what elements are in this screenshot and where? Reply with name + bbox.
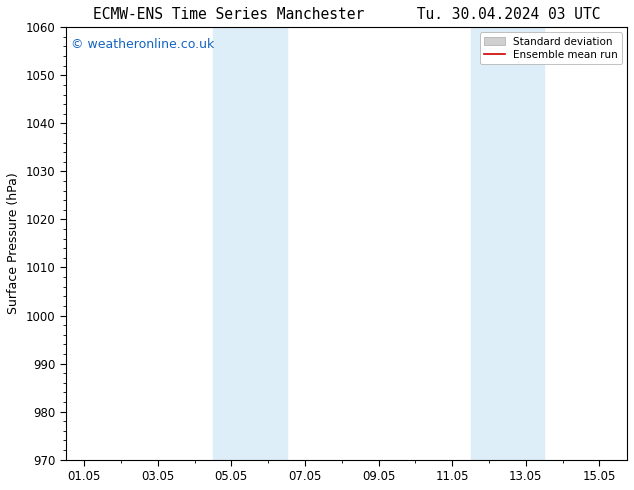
Title: ECMW-ENS Time Series Manchester      Tu. 30.04.2024 03 UTC: ECMW-ENS Time Series Manchester Tu. 30.0… (93, 7, 600, 22)
Bar (470, 27, 544, 460)
Legend: Standard deviation, Ensemble mean run: Standard deviation, Ensemble mean run (479, 32, 622, 64)
Y-axis label: Surface Pressure (hPa): Surface Pressure (hPa) (7, 172, 20, 314)
Text: © weatheronline.co.uk: © weatheronline.co.uk (71, 38, 214, 51)
Bar (213, 27, 287, 460)
